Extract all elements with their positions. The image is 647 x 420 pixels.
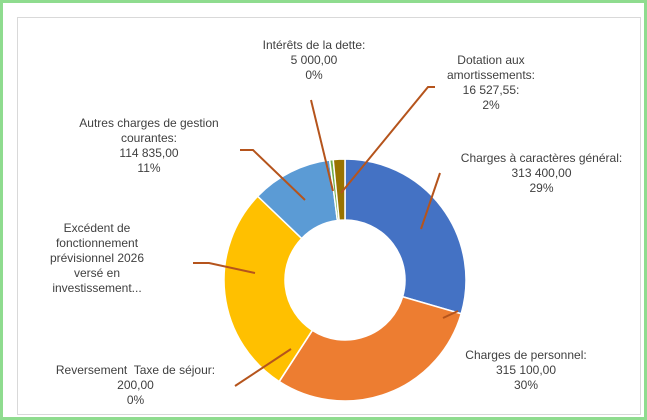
percent-label: 30%	[513, 378, 539, 392]
chart	[193, 86, 467, 402]
percent-label: 2%	[482, 98, 500, 112]
value-label: 200,00	[117, 378, 154, 392]
value-label: 313 400,00	[511, 166, 572, 180]
category-label: Charges à caractères général:	[460, 151, 623, 165]
percent-label: 11%	[137, 161, 161, 175]
value-label: 114 835,00	[119, 146, 179, 160]
value-label: 16 527,55:	[462, 83, 520, 97]
data-label: Charges de personnel: 315 100,00 30%	[451, 348, 601, 393]
leader-line	[340, 86, 435, 194]
leader-line	[420, 172, 441, 230]
percent-label: 0%	[126, 393, 145, 407]
plot-area	[17, 17, 641, 415]
category-label: Reversement Taxe de séjour:	[55, 363, 216, 377]
data-label: Intérêts de la dette: 5 000,00 0%	[239, 38, 389, 83]
data-label: Dotation aux amortissements: 16 527,55: 2%	[436, 53, 546, 113]
category-label: Excédent de fonctionnement prévisionnel …	[49, 221, 148, 295]
percent-label: 0%	[305, 68, 323, 82]
value-label: 5 000,00	[290, 53, 338, 67]
category-label: Charges de personnel:	[465, 348, 587, 362]
leader-line	[240, 149, 306, 201]
donut-segment	[344, 158, 467, 315]
donut-segment	[278, 295, 463, 402]
leader-line	[442, 310, 459, 319]
data-label: Autres charges de gestion courantes: 114 …	[61, 116, 237, 176]
donut-segment	[332, 158, 346, 222]
percent-label: 29%	[529, 181, 554, 195]
data-label: Excédent de fonctionnement prévisionnel …	[41, 221, 153, 296]
data-label: Charges à caractères général: 313 400,00 2…	[439, 151, 644, 196]
category-label: Autres charges de gestion courantes:	[79, 116, 223, 145]
data-label: Reversement Taxe de séjour: 200,00 0%	[33, 363, 238, 408]
donut-segment	[223, 195, 314, 383]
category-label: Intérêts de la dette:	[262, 38, 366, 52]
leader-lines	[193, 86, 459, 387]
leader-line	[310, 99, 334, 192]
leader-line	[234, 348, 292, 387]
value-label: 315 100,00	[495, 363, 557, 377]
category-label: Dotation aux amortissements:	[446, 53, 536, 82]
leader-line	[193, 262, 256, 274]
